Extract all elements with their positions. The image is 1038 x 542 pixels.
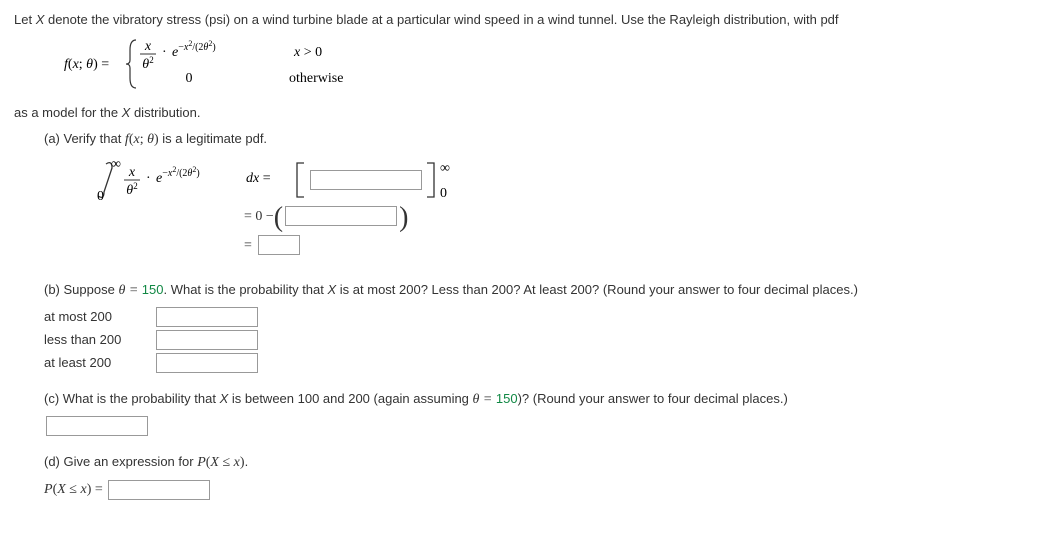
part-a-integral: ∞ 0 x θ2 · e−x2/(2θ2) dx = ∞ 0 bbox=[94, 158, 1024, 202]
part-c-theta: θ = bbox=[473, 392, 496, 407]
part-d: (d) Give an expression for P(X ≤ x). bbox=[44, 452, 1024, 473]
part-b-row-2: less than 200 bbox=[44, 330, 1024, 350]
part-a: (a) Verify that f(x; θ) is a legitimate … bbox=[44, 129, 1024, 150]
part-b-input-2[interactable] bbox=[156, 330, 258, 350]
svg-text:θ2: θ2 bbox=[142, 55, 153, 72]
part-a-fx: f(x; θ) bbox=[125, 132, 159, 147]
svg-text:e−x2/(2θ2): e−x2/(2θ2) bbox=[156, 165, 200, 186]
part-a-input-3[interactable] bbox=[258, 235, 300, 255]
part-b-theta-value: 150 bbox=[142, 282, 164, 297]
part-b: (b) Suppose θ = 150. What is the probabi… bbox=[44, 280, 1024, 301]
part-a-eq2: = 0 − ( ) bbox=[244, 206, 1024, 227]
part-d-expr: P(X ≤ x) bbox=[197, 455, 244, 470]
part-d-input[interactable] bbox=[108, 480, 210, 500]
svg-text:0: 0 bbox=[186, 71, 193, 86]
part-b-row-3: at least 200 bbox=[44, 353, 1024, 373]
intro-text-1a: Let bbox=[14, 12, 36, 27]
part-b-text-3: is at most 200? Less than 200? At least … bbox=[336, 282, 858, 297]
svg-text:∞: ∞ bbox=[111, 157, 121, 172]
part-a-text-1: (a) Verify that bbox=[44, 131, 125, 146]
svg-text:∞: ∞ bbox=[440, 161, 450, 176]
part-b-text-1: (b) Suppose bbox=[44, 282, 118, 297]
bracket-limits-icon: ∞ 0 bbox=[438, 160, 458, 200]
right-bracket-icon bbox=[424, 160, 438, 200]
integral-svg: ∞ 0 x θ2 · e−x2/(2θ2) dx = bbox=[94, 158, 294, 202]
part-c-var-x: X bbox=[220, 391, 229, 406]
svg-text:otherwise: otherwise bbox=[289, 71, 343, 86]
part-a-input-1[interactable] bbox=[310, 170, 422, 190]
intro-text-1b: denote the vibratory stress (psi) on a w… bbox=[44, 12, 838, 27]
pdf-svg: f(x; θ) = x θ2 · e−x2/(2θ2) x > 0 0 othe… bbox=[64, 36, 464, 92]
svg-text:f(x; θ) =: f(x; θ) = bbox=[64, 57, 109, 72]
intro-line-2: as a model for the X distribution. bbox=[14, 103, 1024, 123]
part-b-label-3: at least 200 bbox=[44, 353, 154, 373]
part-d-text-1: (d) Give an expression for bbox=[44, 454, 197, 469]
part-a-input-2[interactable] bbox=[285, 206, 397, 226]
part-b-input-3[interactable] bbox=[156, 353, 258, 373]
svg-text:x > 0: x > 0 bbox=[293, 45, 322, 60]
part-a-text-2: is a legitimate pdf. bbox=[159, 131, 267, 146]
svg-text:·: · bbox=[162, 45, 167, 60]
part-c-theta-value: 150 bbox=[496, 391, 518, 406]
part-a-eq3-lhs: = bbox=[244, 235, 252, 256]
part-b-theta: θ = bbox=[118, 283, 141, 298]
part-b-text-2: . What is the probability that bbox=[163, 282, 327, 297]
part-c-text-3: )? (Round your answer to four decimal pl… bbox=[518, 391, 788, 406]
pdf-definition: f(x; θ) = x θ2 · e−x2/(2θ2) x > 0 0 othe… bbox=[64, 36, 1024, 98]
part-b-rows: at most 200 less than 200 at least 200 bbox=[44, 307, 1024, 373]
left-bracket-icon bbox=[294, 160, 308, 200]
part-b-input-1[interactable] bbox=[156, 307, 258, 327]
svg-text:θ2: θ2 bbox=[126, 181, 137, 198]
part-d-lhs: P(X ≤ x) = bbox=[44, 479, 103, 500]
svg-text:dx =: dx = bbox=[246, 171, 271, 186]
part-d-dot: . bbox=[245, 454, 249, 469]
svg-text:x: x bbox=[128, 165, 136, 180]
svg-text:·: · bbox=[146, 171, 151, 186]
part-b-label-2: less than 200 bbox=[44, 330, 154, 350]
part-b-var-x: X bbox=[328, 282, 337, 297]
part-c: (c) What is the probability that X is be… bbox=[44, 389, 1024, 410]
part-b-row-1: at most 200 bbox=[44, 307, 1024, 327]
part-c-text-2: is between 100 and 200 (again assuming bbox=[228, 391, 472, 406]
part-b-label-1: at most 200 bbox=[44, 307, 154, 327]
intro-line-1: Let X denote the vibratory stress (psi) … bbox=[14, 10, 1024, 30]
svg-text:x: x bbox=[144, 39, 152, 54]
part-d-row: P(X ≤ x) = bbox=[44, 479, 1024, 500]
intro-text-2b: distribution. bbox=[130, 105, 200, 120]
svg-text:e−x2/(2θ2): e−x2/(2θ2) bbox=[172, 39, 216, 60]
intro-text-2a: as a model for the bbox=[14, 105, 122, 120]
svg-text:0: 0 bbox=[97, 189, 104, 204]
part-a-eq3: = bbox=[244, 235, 1024, 256]
svg-text:0: 0 bbox=[440, 186, 447, 201]
part-c-input[interactable] bbox=[46, 416, 148, 436]
part-c-input-row bbox=[44, 416, 1024, 437]
part-a-eq2-lhs: = 0 − bbox=[244, 206, 274, 227]
part-c-text-1: (c) What is the probability that bbox=[44, 391, 220, 406]
